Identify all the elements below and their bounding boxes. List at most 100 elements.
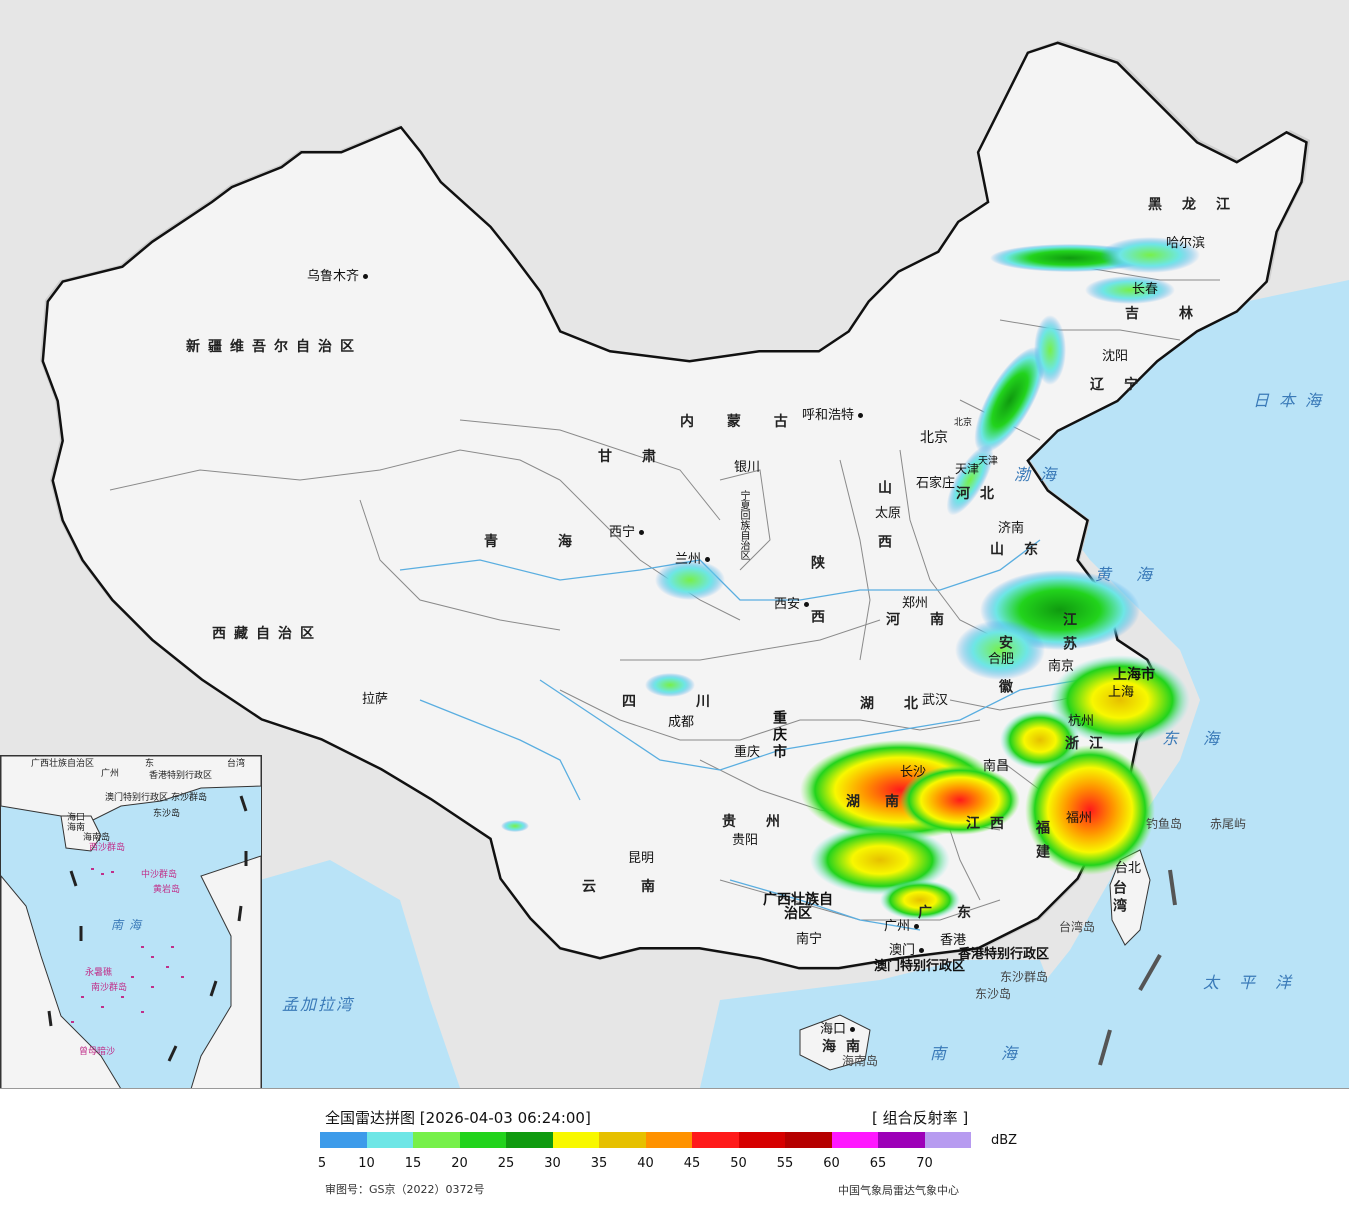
- legend-tick-label: 30: [544, 1156, 561, 1171]
- province-label-sichuan: 四川: [622, 694, 770, 710]
- taiwan-island: [1109, 849, 1151, 946]
- sea-label-bengal: 孟加拉湾: [282, 995, 355, 1014]
- city-label-harbin: 哈尔滨: [1166, 236, 1206, 251]
- island-label-dongsha: 东沙岛: [975, 987, 1012, 1001]
- legend-title: 全国雷达拼图 [2026-04-03 06:24:00]: [325, 1109, 591, 1127]
- province-label-shandong: 山东: [990, 542, 1058, 558]
- province-label-fujian: 福建: [1034, 820, 1050, 868]
- sea-label-south: 南海: [930, 1044, 1073, 1063]
- legend-tick-label: 50: [730, 1156, 747, 1171]
- city-label-chengdu: 成都: [668, 715, 695, 730]
- city-label-guangzhou: 广州: [884, 920, 919, 933]
- city-label-tianjin: 天津: [978, 456, 998, 467]
- data-source: 中国气象局雷达气象中心: [838, 1184, 959, 1197]
- legend-ticks: 5 10 15 20 25 30 35 40 45 50 55 60 65 70: [317, 1156, 960, 1172]
- legend-tick-label: 40: [637, 1156, 654, 1171]
- inset-label-dongsha-group: 东沙群岛: [171, 793, 208, 803]
- legend-swatch: [599, 1132, 646, 1148]
- province-label-heilongjiang: 黑龙江: [1148, 197, 1250, 213]
- legend-swatch: [413, 1132, 460, 1148]
- city-label-xining: 西宁: [609, 526, 644, 539]
- inset-label-zhongsha: 中沙群岛: [141, 870, 178, 880]
- legend-tick-label: 5: [317, 1156, 327, 1171]
- sar-label-macau: 澳门特别行政区: [874, 959, 966, 974]
- legend-tick-label: 10: [358, 1156, 375, 1171]
- south-china-sea-inset: 广西壮族自治区 东 台湾 海南 广州 香港特别行政区 澳门特别行政区 东沙群岛 …: [0, 755, 262, 1088]
- legend-swatch: [320, 1132, 367, 1148]
- inset-sea-label: 南海: [111, 918, 148, 932]
- legend-tick-label: 45: [683, 1156, 701, 1171]
- province-label-hubei: 湖北: [860, 696, 948, 712]
- city-label-wuhan: 武汉: [922, 693, 949, 708]
- inset-label-hainan: 海南: [67, 823, 86, 833]
- city-label-nanchang: 南昌: [983, 759, 1010, 774]
- legend-swatch: [785, 1132, 832, 1148]
- city-label-nanning: 南宁: [796, 932, 823, 947]
- inset-label-hainan-island: 海南岛: [83, 833, 111, 843]
- province-label-anhui: 安徽: [997, 635, 1013, 723]
- province-label-gansu: 甘肃: [598, 449, 686, 465]
- legend-timestamp: [2026-04-03 06:24:00]: [419, 1109, 591, 1127]
- province-label-ningxia: 宁夏回族自治区: [738, 490, 749, 560]
- city-label-kunming: 昆明: [628, 851, 655, 866]
- city-label-macau: 澳门: [889, 944, 924, 957]
- province-label-hainan: 海南: [822, 1039, 870, 1055]
- legend-tick-label: 20: [451, 1156, 468, 1171]
- radar-echoes: [501, 237, 1200, 920]
- legend-tick-label: 65: [869, 1156, 887, 1171]
- legend-product: [ 组合反射率 ]: [872, 1109, 969, 1127]
- city-label-shanghai: 上海: [1108, 685, 1135, 700]
- legend-swatch: [831, 1132, 878, 1148]
- city-label-lhasa: 拉萨: [362, 692, 389, 707]
- province-label-taiwan: 台湾: [1111, 880, 1127, 916]
- province-label-neimenggu: 内 蒙 古: [680, 414, 802, 430]
- legend-tick-label: 55: [776, 1156, 794, 1171]
- city-label-jinan: 济南: [998, 521, 1025, 536]
- inset-label-guangzhou: 广州: [101, 769, 120, 779]
- island-label-hainan: 海南岛: [842, 1054, 879, 1068]
- city-label-shenyang: 沈阳: [1102, 349, 1129, 364]
- city-label-shijiazhuang: 石家庄: [916, 476, 956, 491]
- inset-label-dong: 东: [145, 759, 155, 769]
- province-label-shanghai: 上海市: [1113, 667, 1155, 683]
- legend-swatch: [552, 1132, 599, 1148]
- inset-label-nansha: 南沙群岛: [91, 983, 128, 993]
- city-label-taipei: 台北: [1115, 861, 1142, 876]
- city-label-haikou: 海口: [820, 1023, 855, 1036]
- province-label-yunnan: 云南: [582, 879, 700, 895]
- inset-label-guangxi: 广西壮族自治区: [31, 759, 95, 769]
- province-label-jiangxi: 江西: [966, 816, 1014, 832]
- city-label-guiyang: 贵阳: [732, 833, 759, 848]
- city-label-xian: 西安: [774, 598, 809, 611]
- inset-label-yongshu: 永暑礁: [85, 968, 113, 978]
- city-label-changchun: 长春: [1132, 282, 1159, 297]
- province-label-henan: 河南: [886, 612, 974, 628]
- province-label-shaanxi: 陕西: [809, 555, 825, 663]
- province-label-beijing: 北京: [920, 430, 948, 446]
- city-label-changsha: 长沙: [900, 765, 927, 780]
- province-label-tianjin: 天津: [955, 462, 980, 476]
- maritime-boundary: [1098, 869, 1177, 1066]
- province-label-hebei: 河北: [956, 486, 1004, 502]
- city-label-hangzhou: 杭州: [1068, 714, 1095, 729]
- legend-tick-label: 70: [916, 1156, 933, 1171]
- city-label-beijing: 北京: [954, 418, 973, 428]
- inset-label-zengmu: 曾母暗沙: [79, 1047, 116, 1057]
- city-label-hefei: 合肥: [988, 652, 1015, 667]
- province-label-liaoning: 辽宁: [1090, 377, 1158, 393]
- legend-tick-label: 35: [590, 1156, 608, 1171]
- inset-label-hk: 香港特别行政区: [149, 771, 213, 781]
- city-label-lanzhou: 兰州: [675, 553, 710, 566]
- sea-label-pacific: 太平洋: [1203, 973, 1312, 992]
- province-label-jiangsu: 江苏: [1061, 612, 1077, 660]
- city-label-urumqi: 乌鲁木齐: [307, 270, 368, 283]
- island-label-diaoyu: 钓鱼岛: [1146, 817, 1183, 831]
- radar-map[interactable]: 新疆维吾尔自治区 西藏自治区 青海 甘肃 内 蒙 古 四川 云南 黑龙江 吉林 …: [0, 0, 1349, 1089]
- province-label-guizhou: 贵州: [722, 814, 810, 830]
- province-label-guangxi: 广西壮族自治区: [763, 892, 833, 922]
- inset-canvas: [1, 756, 261, 1088]
- city-label-chongqing: 重庆: [734, 745, 761, 760]
- island-label-dongsha-group: 东沙群岛: [1000, 970, 1049, 984]
- legend-swatch: [924, 1132, 971, 1148]
- legend-color-bar: [320, 1132, 971, 1148]
